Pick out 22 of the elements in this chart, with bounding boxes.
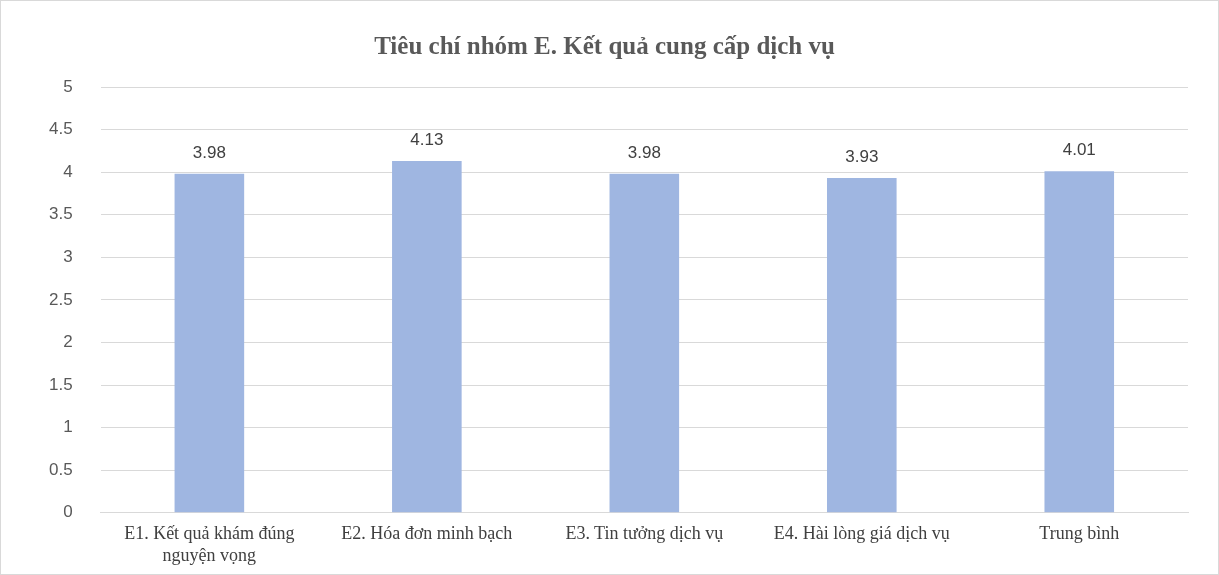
x-tick-label: E3. Tin tưởng dịch vụ — [565, 523, 724, 544]
y-tick-label: 1 — [63, 417, 73, 437]
y-tick-label: 5 — [63, 76, 73, 96]
x-tick-label: E1. Kết quả khám đúng nguyện vọng — [124, 523, 295, 565]
data-label: 3.93 — [845, 147, 879, 167]
x-tick-label: Trung bình — [1039, 523, 1120, 544]
data-label: 4.13 — [410, 130, 444, 150]
data-label: 3.98 — [192, 143, 226, 163]
x-tick-label: E2. Hóa đơn minh bạch — [341, 523, 513, 544]
y-tick-label: 2 — [63, 332, 73, 352]
data-label: 3.98 — [627, 143, 661, 163]
y-tick-label: 4 — [63, 161, 73, 181]
x-tick-label: E4. Hài lòng giá dịch vụ — [773, 523, 950, 544]
y-tick-label: 0.5 — [48, 459, 73, 479]
y-tick-label: 2.5 — [48, 289, 73, 309]
data-label: 4.01 — [1062, 140, 1096, 160]
chart-title: Tiêu chí nhóm E. Kết quả cung cấp dịch vụ — [374, 32, 835, 60]
y-tick-label: 4.5 — [48, 119, 73, 139]
y-tick-label: 3 — [63, 247, 73, 267]
y-tick-label: 3.5 — [48, 204, 73, 224]
y-tick-label: 0 — [63, 502, 73, 522]
y-tick-label: 1.5 — [48, 374, 73, 394]
